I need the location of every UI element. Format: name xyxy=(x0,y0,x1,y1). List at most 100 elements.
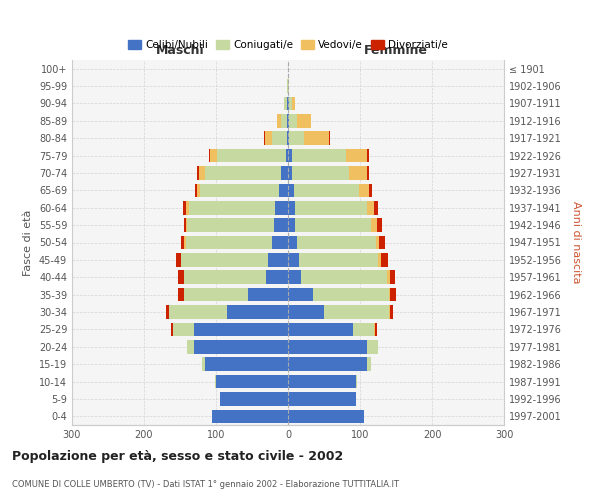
Bar xyxy=(265,132,272,145)
Bar xyxy=(289,132,304,145)
Bar xyxy=(272,132,287,145)
Bar xyxy=(371,218,377,232)
Bar xyxy=(178,288,184,302)
Bar xyxy=(227,305,288,319)
Bar xyxy=(288,358,367,371)
Bar xyxy=(377,218,382,232)
Bar xyxy=(184,236,186,250)
Bar xyxy=(264,132,265,145)
Bar xyxy=(205,166,281,180)
Bar xyxy=(184,218,186,232)
Bar xyxy=(374,201,378,214)
Bar xyxy=(183,201,187,214)
Bar xyxy=(288,375,356,388)
Bar xyxy=(187,201,188,214)
Bar xyxy=(268,253,288,266)
Bar xyxy=(288,132,289,145)
Bar xyxy=(304,132,329,145)
Bar xyxy=(275,201,288,214)
Bar xyxy=(356,375,357,388)
Bar xyxy=(186,236,272,250)
Bar xyxy=(288,218,295,232)
Text: Femmine: Femmine xyxy=(364,44,428,57)
Bar xyxy=(215,375,216,388)
Bar xyxy=(367,201,374,214)
Bar xyxy=(266,270,288,284)
Bar xyxy=(274,218,288,232)
Bar xyxy=(288,288,313,302)
Bar xyxy=(281,166,288,180)
Bar xyxy=(288,253,299,266)
Bar xyxy=(181,236,184,250)
Bar xyxy=(292,149,346,162)
Bar xyxy=(374,322,375,336)
Bar xyxy=(169,305,227,319)
Y-axis label: Fasce di età: Fasce di età xyxy=(23,210,33,276)
Bar xyxy=(210,149,217,162)
Bar xyxy=(378,253,381,266)
Bar xyxy=(376,236,379,250)
Bar xyxy=(295,201,367,214)
Bar xyxy=(294,184,359,197)
Bar xyxy=(367,340,378,353)
Bar xyxy=(301,270,388,284)
Bar xyxy=(292,166,349,180)
Bar xyxy=(280,184,288,197)
Bar xyxy=(186,218,187,232)
Bar xyxy=(367,166,368,180)
Y-axis label: Anni di nascita: Anni di nascita xyxy=(571,201,581,284)
Bar xyxy=(313,288,389,302)
Bar xyxy=(288,410,364,423)
Bar xyxy=(194,322,288,336)
Bar xyxy=(288,392,356,406)
Bar xyxy=(197,184,200,197)
Bar xyxy=(220,392,288,406)
Bar xyxy=(170,322,173,336)
Bar xyxy=(324,305,389,319)
Bar xyxy=(367,358,371,371)
Bar xyxy=(288,166,292,180)
Bar xyxy=(329,132,330,145)
Bar xyxy=(212,410,288,423)
Bar xyxy=(202,358,205,371)
Bar xyxy=(187,218,274,232)
Bar xyxy=(288,184,294,197)
Bar xyxy=(389,270,395,284)
Bar xyxy=(367,149,368,162)
Bar xyxy=(379,236,385,250)
Bar xyxy=(176,253,181,266)
Bar xyxy=(370,184,371,197)
Bar xyxy=(199,166,205,180)
Bar xyxy=(188,201,275,214)
Bar xyxy=(181,253,268,266)
Bar xyxy=(287,80,288,93)
Bar xyxy=(217,149,286,162)
Text: COMUNE DI COLLE UMBERTO (TV) - Dati ISTAT 1° gennaio 2002 - Elaborazione TUTTITA: COMUNE DI COLLE UMBERTO (TV) - Dati ISTA… xyxy=(12,480,399,489)
Bar xyxy=(184,270,266,284)
Bar xyxy=(346,149,367,162)
Bar xyxy=(381,253,388,266)
Bar xyxy=(389,305,393,319)
Bar xyxy=(248,288,288,302)
Bar xyxy=(287,132,288,145)
Bar xyxy=(287,114,288,128)
Bar xyxy=(359,184,370,197)
Bar xyxy=(173,322,194,336)
Bar xyxy=(197,166,199,180)
Text: Popolazione per età, sesso e stato civile - 2002: Popolazione per età, sesso e stato civil… xyxy=(12,450,343,463)
Bar xyxy=(353,322,374,336)
Bar xyxy=(194,340,288,353)
Bar xyxy=(288,305,324,319)
Bar xyxy=(288,270,301,284)
Text: Maschi: Maschi xyxy=(155,44,205,57)
Bar xyxy=(166,305,169,319)
Bar xyxy=(195,184,197,197)
Bar xyxy=(288,114,289,128)
Bar xyxy=(288,322,353,336)
Bar xyxy=(281,114,287,128)
Bar xyxy=(200,184,280,197)
Legend: Celibi/Nubili, Coniugati/e, Vedovi/e, Divorziati/e: Celibi/Nubili, Coniugati/e, Vedovi/e, Di… xyxy=(124,36,452,54)
Bar xyxy=(389,288,390,302)
Bar xyxy=(349,166,367,180)
Bar xyxy=(289,96,292,110)
